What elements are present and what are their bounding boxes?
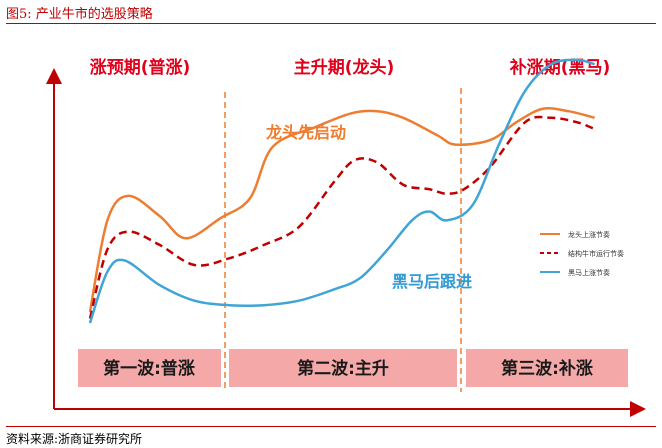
wave-box-3 bbox=[466, 349, 628, 387]
source-rule bbox=[6, 426, 656, 427]
phase-label-1: 涨预期(普涨) bbox=[90, 57, 191, 78]
annotation-darkhorse: 黑马后跟进 bbox=[392, 272, 472, 291]
wave-label-1: 第一波:普涨 bbox=[103, 358, 195, 379]
phase-label-2: 主升期(龙头) bbox=[294, 57, 395, 78]
annotation-leader: 龙头先启动 bbox=[265, 123, 346, 142]
figure-title: 图5: 产业牛市的选股策略 bbox=[6, 7, 153, 22]
series-line-structural bbox=[88, 115, 596, 319]
legend-structural-label: 结构牛市运行节奏 bbox=[568, 249, 624, 258]
legend-leader-label: 龙头上涨节奏 bbox=[568, 230, 610, 239]
source-note: 资料来源:浙商证券研究所 bbox=[6, 432, 143, 446]
wave-box-2 bbox=[229, 349, 457, 387]
wave-label-2: 第二波:主升 bbox=[297, 358, 389, 379]
series-line-leader bbox=[88, 107, 595, 313]
wave-label-3: 第三波:补涨 bbox=[501, 358, 593, 379]
series-line-darkhorse bbox=[88, 58, 595, 324]
series-layer bbox=[88, 58, 596, 324]
wave-box-1 bbox=[78, 349, 221, 387]
title-rule bbox=[6, 23, 656, 24]
legend-darkhorse-label: 黑马上涨节奏 bbox=[568, 268, 610, 277]
